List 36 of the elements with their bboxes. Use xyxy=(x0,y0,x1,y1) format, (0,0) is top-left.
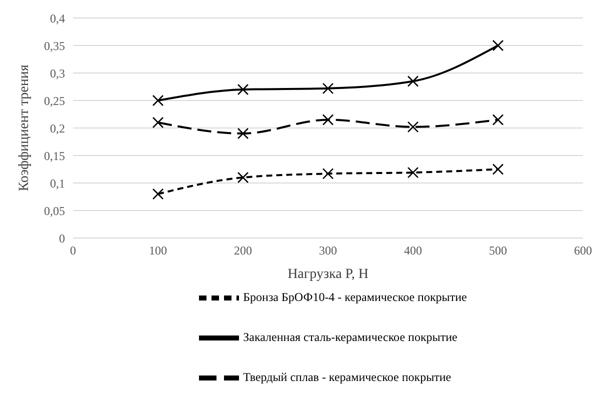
y-tick-label: 0,15 xyxy=(44,148,65,163)
point xyxy=(492,114,504,126)
point xyxy=(322,168,334,180)
y-tick-label: 0,3 xyxy=(50,66,65,80)
y-tick-label: 0,1 xyxy=(50,176,65,190)
x-tick-label: 100 xyxy=(149,244,167,258)
y-tick-label: 0,2 xyxy=(50,121,65,136)
x-tick-label: 400 xyxy=(404,244,422,258)
legend-label: Твердый сплав - керамическое покрытие xyxy=(243,370,452,384)
y-tick-label: 0 xyxy=(59,231,65,246)
x-axis-title: Нагрузка Р, Н xyxy=(288,267,368,282)
point xyxy=(237,128,249,140)
point xyxy=(152,116,164,128)
point xyxy=(322,82,334,94)
point xyxy=(322,114,334,126)
point xyxy=(152,94,164,106)
x-tick-label: 500 xyxy=(489,244,507,258)
x-tick-label: 200 xyxy=(234,244,252,258)
y-tick-label: 0,25 xyxy=(44,94,65,108)
point xyxy=(492,40,504,52)
legend-label: Закаленная сталь-керамическое покрытие xyxy=(243,330,458,344)
point xyxy=(492,164,504,175)
point xyxy=(407,76,419,87)
point xyxy=(237,84,249,96)
point xyxy=(407,166,419,178)
point xyxy=(152,188,164,200)
legend-label: Бронза БрОФ10-4 - керамическое покрытие xyxy=(243,290,467,304)
x-tick-label: 0 xyxy=(70,244,76,258)
y-tick-label: 0,05 xyxy=(44,204,65,218)
x-tick-label: 300 xyxy=(319,244,337,258)
y-axis-title: Коэффициент трения xyxy=(16,64,32,192)
point xyxy=(407,121,419,133)
y-tick-label: 0,35 xyxy=(44,38,65,53)
y-tick-label: 0,4 xyxy=(50,11,65,26)
x-tick-label: 600 xyxy=(574,244,592,258)
point xyxy=(237,172,249,184)
